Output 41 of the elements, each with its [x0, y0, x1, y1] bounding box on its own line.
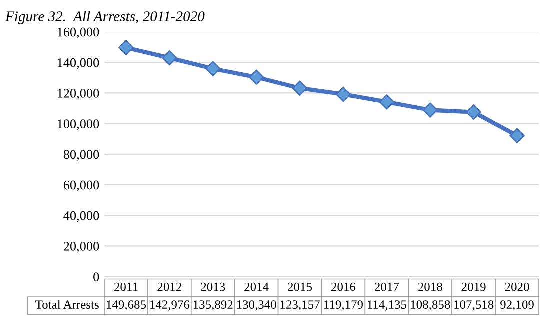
data-label: 119,179 [324, 300, 364, 311]
chart-title: Figure 32. All Arrests, 2011-2020 [5, 11, 205, 24]
y-tick-label: 120,000 [58, 89, 100, 100]
text: Total Arrests [36, 300, 99, 309]
data-label: 123,157 [280, 300, 320, 311]
y-tick-label: 40,000 [64, 211, 100, 222]
y-tick-label: 80,000 [64, 150, 100, 162]
point [422, 102, 438, 118]
data-label: 149,685 [107, 300, 146, 311]
y-tick-label: 20,000 [64, 242, 100, 253]
x-tick-label: 2015 [288, 282, 312, 292]
point [162, 50, 178, 66]
x-tick-label: 2020 [505, 282, 530, 292]
point [206, 61, 221, 76]
data-label: 107,518 [454, 300, 494, 311]
data-label: 92,109 [500, 300, 534, 311]
y-tick-label: 0 [94, 272, 100, 282]
point [118, 40, 134, 56]
x-tick-label: 2012 [158, 282, 182, 292]
x-tick-label: 2018 [418, 282, 442, 292]
x-tick-label: 2013 [201, 282, 226, 292]
data-label: 142,976 [150, 300, 190, 311]
point [336, 86, 352, 102]
y-tick-label: 160,000 [58, 28, 100, 39]
x-tick-label: 2017 [374, 282, 400, 292]
y-tick-label: 60,000 [64, 180, 100, 192]
point [510, 128, 525, 144]
y-tick-label: 140,000 [58, 58, 100, 70]
data-label: 135,892 [194, 300, 233, 311]
point [466, 104, 482, 120]
point [292, 80, 308, 96]
point [249, 70, 264, 85]
data-label: 114,135 [368, 300, 407, 311]
data-label: 130,340 [237, 300, 276, 311]
y-tick-label: 100,000 [58, 120, 100, 130]
x-tick-label: 2019 [462, 282, 486, 292]
data-label: 108,858 [411, 300, 450, 311]
x-tick-label: 2016 [332, 282, 356, 292]
point [379, 94, 394, 110]
x-tick-label: 2014 [244, 282, 269, 292]
x-tick-label: 2011 [114, 282, 138, 292]
